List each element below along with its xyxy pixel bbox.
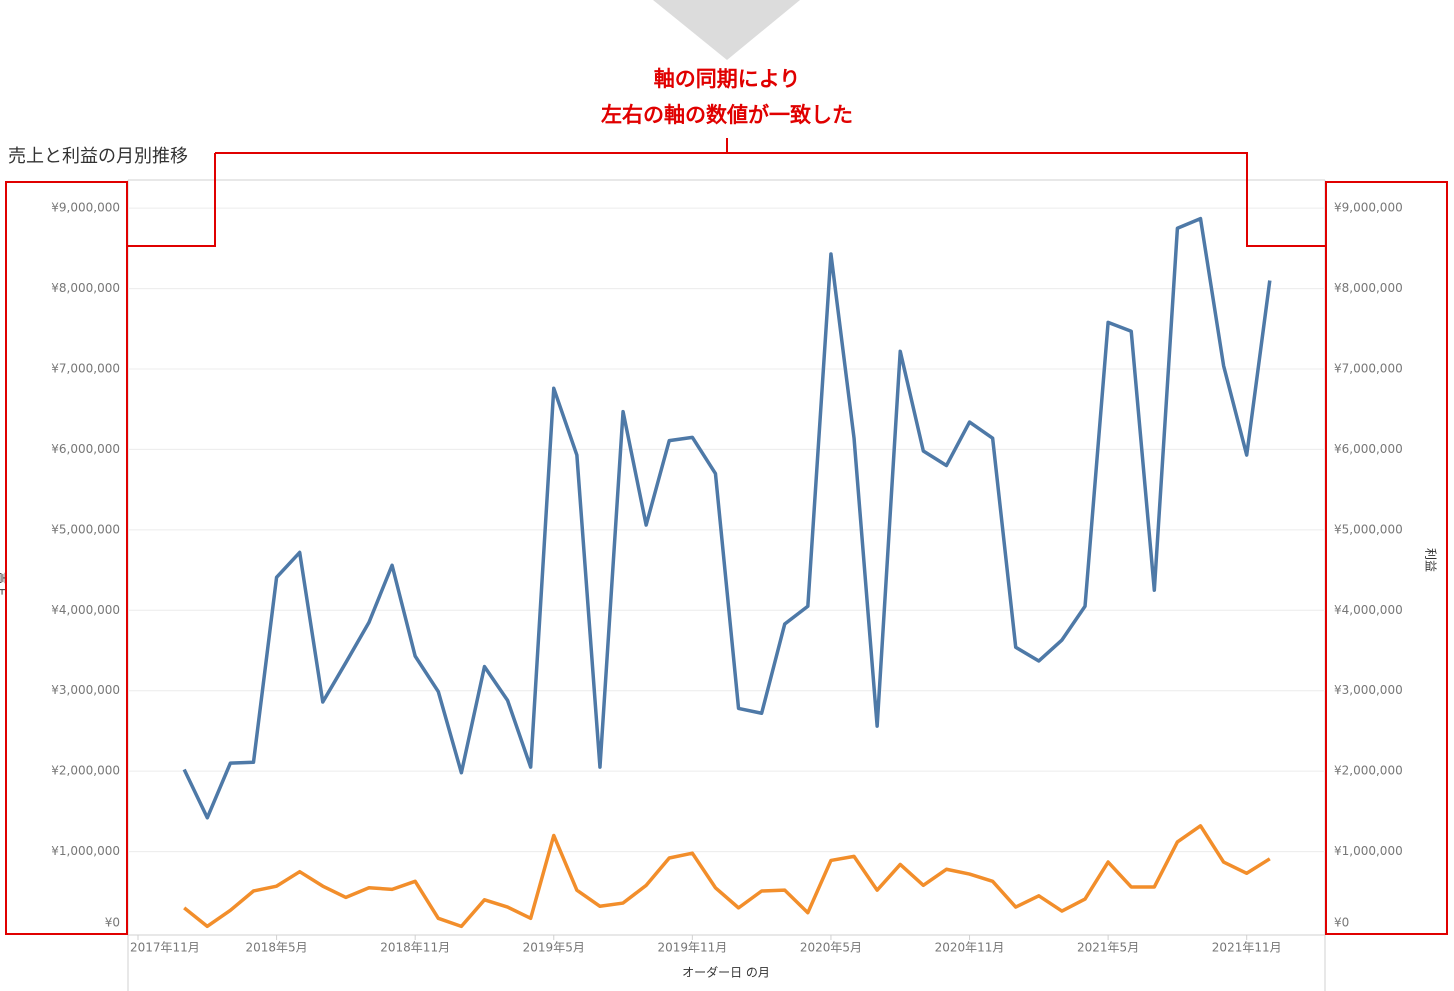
y-tick-label: ¥2,000,000 xyxy=(51,764,120,778)
chart-title: 売上と利益の月別推移 xyxy=(8,146,188,167)
x-tick-label: 2021年11月 xyxy=(1212,941,1282,955)
y-axis-title: 売上 xyxy=(0,572,9,596)
y-tick-label: ¥5,000,000 xyxy=(51,522,120,536)
y2-tick-label: ¥8,000,000 xyxy=(1334,281,1403,295)
x-tick-label: 2018年5月 xyxy=(245,941,307,955)
x-tick-label: 2021年5月 xyxy=(1077,941,1139,955)
y-tick-label: ¥9,000,000 xyxy=(51,201,120,215)
y2-tick-label: ¥3,000,000 xyxy=(1334,683,1403,697)
grid xyxy=(128,207,1325,940)
y2-tick-label: ¥6,000,000 xyxy=(1334,442,1403,456)
y2-tick-label: ¥4,000,000 xyxy=(1334,603,1403,617)
x-tick-label: 2017年11月 xyxy=(130,941,200,955)
y2-tick-label: ¥9,000,000 xyxy=(1334,201,1403,215)
annotation: 軸の同期により xyxy=(654,67,801,91)
y-tick-label: ¥7,000,000 xyxy=(51,362,120,376)
y-tick-label: ¥6,000,000 xyxy=(51,442,120,456)
y-tick-label: ¥0 xyxy=(105,916,120,930)
y-tick-label: ¥3,000,000 xyxy=(51,683,120,697)
y2-tick-label: ¥7,000,000 xyxy=(1334,362,1403,376)
x-tick-label: 2020年11月 xyxy=(935,941,1005,955)
y2-tick-label: ¥2,000,000 xyxy=(1334,764,1403,778)
x-tick-label: 2019年5月 xyxy=(523,941,585,955)
highlight-box xyxy=(5,181,128,935)
series-line xyxy=(183,824,1271,929)
arrow xyxy=(653,0,800,60)
y-tick-label: ¥4,000,000 xyxy=(51,603,120,617)
marks xyxy=(182,216,1272,929)
x-tick-label: 2020年5月 xyxy=(800,941,862,955)
y-tick-label: ¥8,000,000 xyxy=(51,281,120,295)
x-tick-label: 2019年11月 xyxy=(657,941,727,955)
y2-tick-label: ¥0 xyxy=(1334,916,1349,930)
bracket xyxy=(128,138,1325,247)
y-tick-label: ¥1,000,000 xyxy=(51,844,120,858)
highlight-box xyxy=(1325,181,1448,935)
x-tick-label: 2018年11月 xyxy=(380,941,450,955)
y2-axis-title: 利益 xyxy=(1424,548,1438,572)
annotation: 左右の軸の数値が一致した xyxy=(601,103,853,127)
y2-tick-label: ¥5,000,000 xyxy=(1334,522,1403,536)
series-line xyxy=(182,216,1272,820)
y2-tick-label: ¥1,000,000 xyxy=(1334,844,1403,858)
x-axis-title: オーダー日 の月 xyxy=(682,965,770,980)
